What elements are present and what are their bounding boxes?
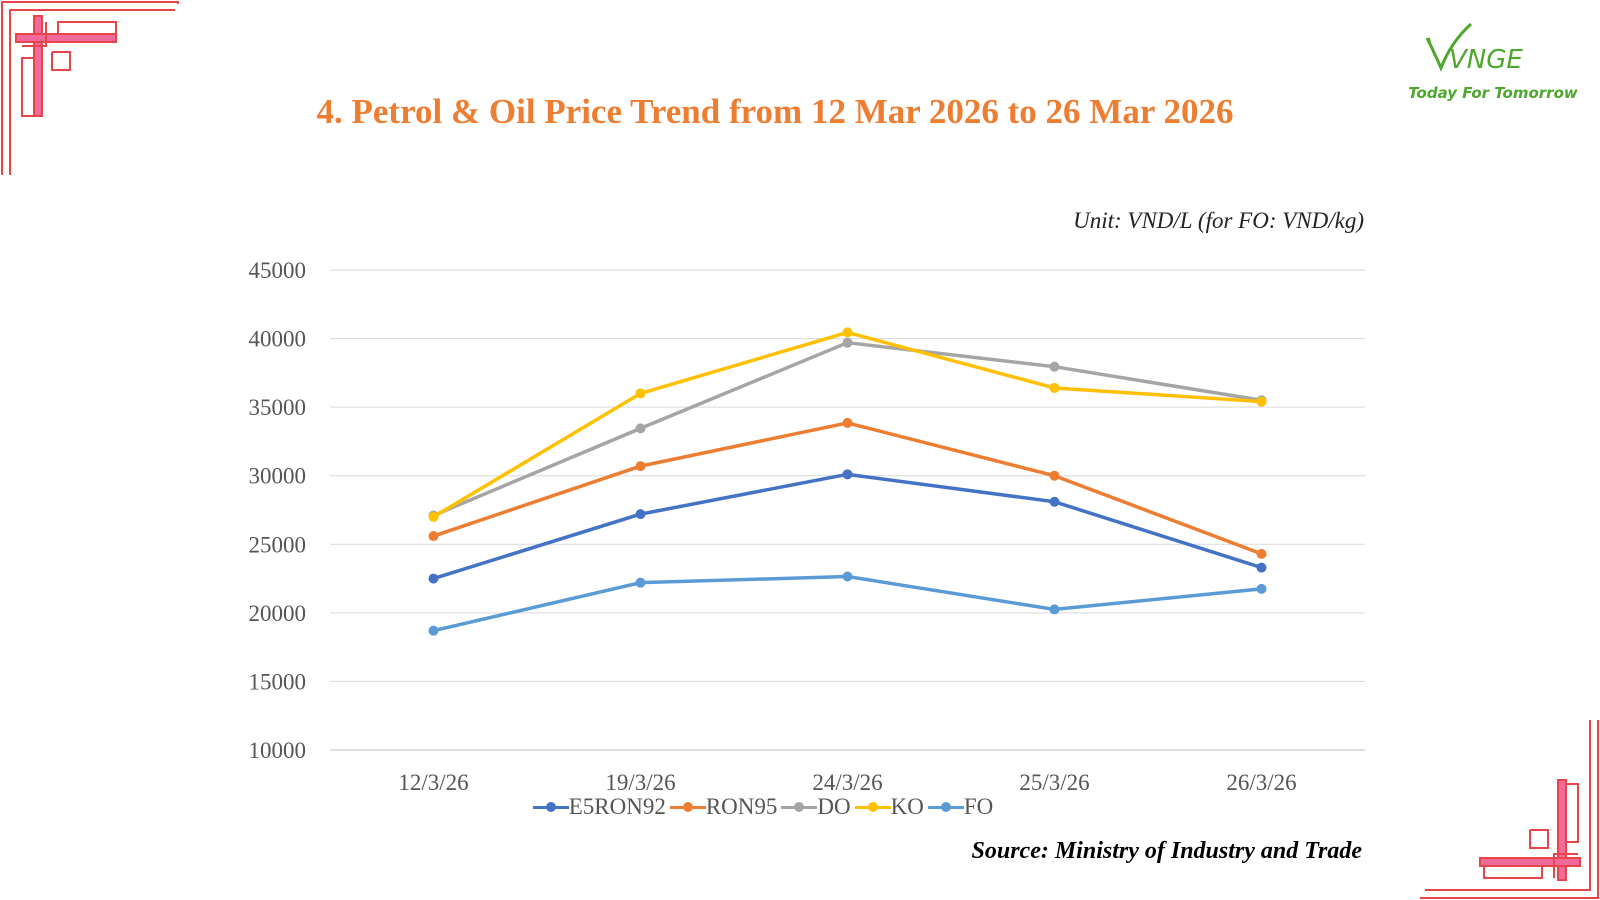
source-note: Source: Ministry of Industry and Trade <box>971 838 1363 864</box>
y-tick-label: 15000 <box>249 669 307 694</box>
y-tick-label: 35000 <box>249 395 307 420</box>
logo-wordmark: VNGE <box>1449 45 1523 75</box>
data-point-ron95 <box>842 417 853 428</box>
y-tick-label: 10000 <box>249 738 307 763</box>
y-tick-label: 30000 <box>249 464 307 489</box>
data-point-ko <box>428 511 439 522</box>
legend-swatch <box>669 795 706 819</box>
data-point-ko <box>1256 396 1267 407</box>
legend-label: DO <box>817 794 851 819</box>
x-tick-label: 19/3/26 <box>605 770 675 795</box>
data-point-ron95 <box>1049 470 1060 481</box>
legend-item-fo: FO <box>927 794 997 820</box>
x-tick-label: 26/3/26 <box>1226 770 1296 795</box>
legend-label: KO <box>890 794 924 819</box>
data-point-do <box>635 423 646 434</box>
unit-note: Unit: VND/L (for FO: VND/kg) <box>1073 208 1364 233</box>
legend-item-e5ron92: E5RON92 <box>532 794 670 820</box>
legend-label: RON95 <box>705 794 778 819</box>
data-point-e5ron92 <box>428 573 439 584</box>
data-point-e5ron92 <box>842 469 853 480</box>
chart-legend: E5RON92 RON95 DO KO FO <box>0 794 1600 820</box>
leaf-swoosh-icon <box>1425 22 1473 72</box>
data-point-fo <box>1256 583 1267 594</box>
data-point-fo <box>1049 604 1060 615</box>
data-point-ko <box>842 327 853 338</box>
corner-ornament-top-left <box>1 1 179 175</box>
legend-item-ko: KO <box>854 794 928 820</box>
x-tick-label: 12/3/26 <box>398 770 468 795</box>
data-point-ko <box>635 388 646 399</box>
data-point-fo <box>842 571 853 582</box>
legend-item-do: DO <box>781 794 854 820</box>
legend-label: FO <box>963 794 994 819</box>
vnge-logo: VNGE <box>1425 22 1523 75</box>
data-point-fo <box>428 625 439 636</box>
data-point-e5ron92 <box>635 509 646 520</box>
legend-item-ron95: RON95 <box>669 794 782 820</box>
slide-title: 4. Petrol & Oil Price Trend from 12 Mar … <box>316 92 1234 131</box>
logo-tagline: Today For Tomorrow <box>1408 84 1578 102</box>
data-point-fo <box>635 577 646 588</box>
y-tick-label: 20000 <box>249 601 307 626</box>
legend-swatch <box>532 795 569 819</box>
y-tick-label: 40000 <box>249 327 307 352</box>
corner-ornament-bottom-right <box>1420 720 1599 899</box>
data-point-ko <box>1049 382 1060 393</box>
data-point-e5ron92 <box>1049 496 1060 507</box>
series-line-do <box>432 340 1262 518</box>
x-tick-label: 25/3/26 <box>1019 770 1089 795</box>
data-point-do <box>842 337 853 348</box>
data-point-ron95 <box>428 531 439 542</box>
legend-swatch <box>927 795 964 819</box>
data-point-e5ron92 <box>1256 562 1267 573</box>
legend-label: E5RON92 <box>568 794 666 819</box>
series-line-fo <box>433 574 1262 633</box>
data-point-do <box>1049 361 1060 372</box>
x-tick-label: 24/3/26 <box>812 770 882 795</box>
legend-swatch <box>854 795 891 819</box>
legend-swatch <box>781 795 818 819</box>
data-point-ron95 <box>635 461 646 472</box>
y-tick-label: 25000 <box>249 532 307 557</box>
data-point-ron95 <box>1256 548 1267 559</box>
y-tick-label: 45000 <box>249 258 307 283</box>
series-line-e5ron92 <box>432 472 1263 581</box>
